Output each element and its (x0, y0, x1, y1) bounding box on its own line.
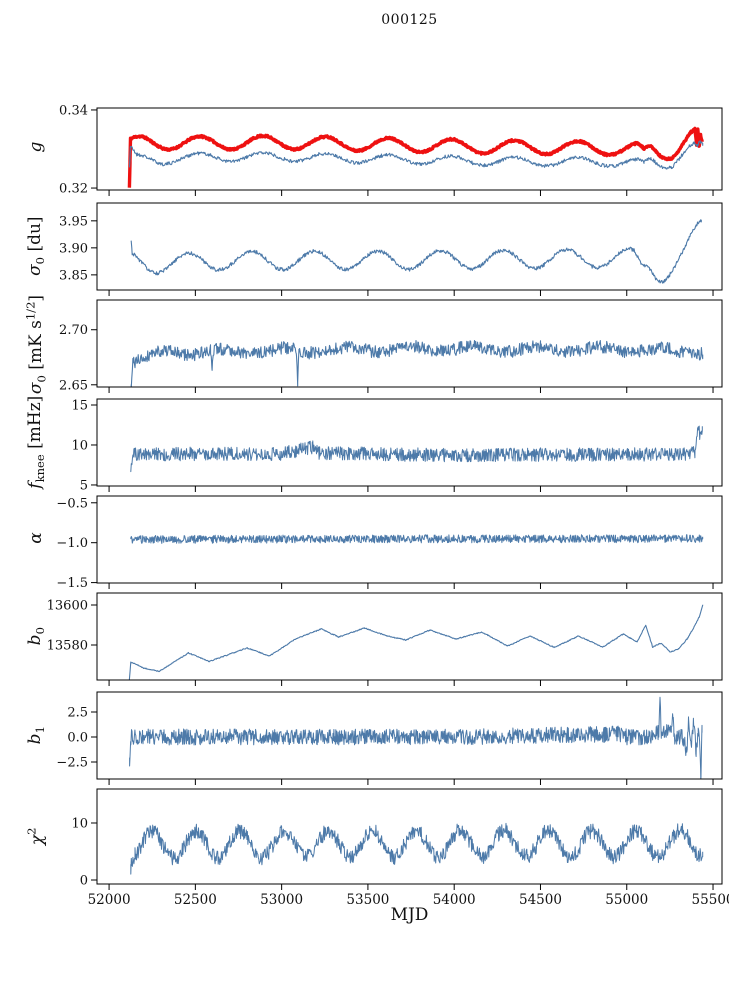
y-tick-label: 2.70 (59, 323, 88, 338)
series-b1 (129, 696, 703, 779)
y-tick-label: 0.34 (59, 103, 88, 118)
y-tick-label: −0.5 (56, 496, 88, 511)
x-tick-label: 52500 (174, 892, 217, 908)
y-tick-label: 5 (80, 478, 88, 493)
axes-frame-b0 (96, 592, 723, 681)
series-fknee (130, 425, 703, 473)
axes-frame-g (96, 107, 723, 191)
figure-gain-monitoring: 000125 0.32 0.34 3.85 3.90 3.95 2.65 2.70 5 10 15… (23, 12, 729, 925)
subplot-sigma0-mK: 2.65 2.70 (59, 299, 723, 393)
y-tick-label: 0.32 (59, 182, 88, 197)
y-tick-label: 2.5 (67, 706, 88, 721)
x-tick-label: 52000 (88, 892, 131, 908)
x-tick-label: 54000 (433, 892, 476, 908)
plot-canvas: 0.32 0.34 3.85 3.90 3.95 2.65 2.70 5 10 15 −0.5 −1.… (47, 103, 729, 908)
y-tick-label: 15 (71, 398, 88, 413)
series-alpha (130, 534, 704, 544)
axes-frame-sigma0-mK (96, 299, 723, 388)
axes-frame-chi2 (96, 788, 723, 885)
y-tick-label: −1.0 (56, 536, 88, 551)
subplot-b0: 13580 13600 (47, 592, 723, 686)
series-sigma0-mK (130, 339, 704, 387)
x-tick-label: 53000 (260, 892, 303, 908)
series-g-smoothed (127, 126, 704, 188)
x-axis-label: MJD (390, 905, 429, 925)
subplot-fknee: 5 10 15 (71, 398, 723, 493)
subplot-sigma0-du: 3.85 3.90 3.95 (59, 202, 723, 296)
series-chi2 (130, 822, 704, 875)
y-tick-label: 13580 (47, 639, 88, 654)
series-b0 (128, 604, 704, 680)
axes-frame-sigma0-du (96, 202, 723, 291)
subplot-g: 0.32 0.34 (59, 103, 723, 197)
x-tick-label: 53500 (346, 892, 389, 908)
axes-frame-b1 (96, 691, 723, 780)
y-tick-label: 0 (80, 874, 88, 889)
y-tick-label: −1.5 (56, 576, 88, 591)
subplot-alpha: −0.5 −1.0 −1.5 (56, 495, 723, 591)
y-tick-label: 10 (71, 438, 88, 453)
axes-frame-fknee (96, 398, 723, 487)
y-tick-label: 0.0 (67, 731, 88, 746)
y-tick-label: 3.85 (59, 268, 88, 283)
axes-frame-alpha (96, 495, 723, 584)
y-tick-label: −2.5 (56, 756, 88, 771)
series-sigma0-du (130, 219, 702, 284)
y-tick-label: 13600 (47, 599, 88, 614)
figure-title: 000125 (381, 12, 438, 28)
y-tick-label: 3.95 (59, 214, 88, 229)
x-tick-label: 54500 (519, 892, 562, 908)
y-tick-label: 10 (71, 816, 88, 831)
y-tick-label: 2.65 (59, 378, 88, 393)
y-tick-label: 3.90 (59, 241, 88, 256)
series-g-raw (129, 140, 704, 170)
y-axis-label-chi2: χ2 (24, 827, 48, 845)
x-tick-label: 55500 (692, 892, 729, 908)
subplot-chi2: 0 10 52000 52500 53000 53500 54000 54500 55000 55… (71, 788, 729, 908)
subplot-b1: −2.5 0.0 2.5 (56, 691, 723, 785)
x-tick-label: 55000 (605, 892, 648, 908)
